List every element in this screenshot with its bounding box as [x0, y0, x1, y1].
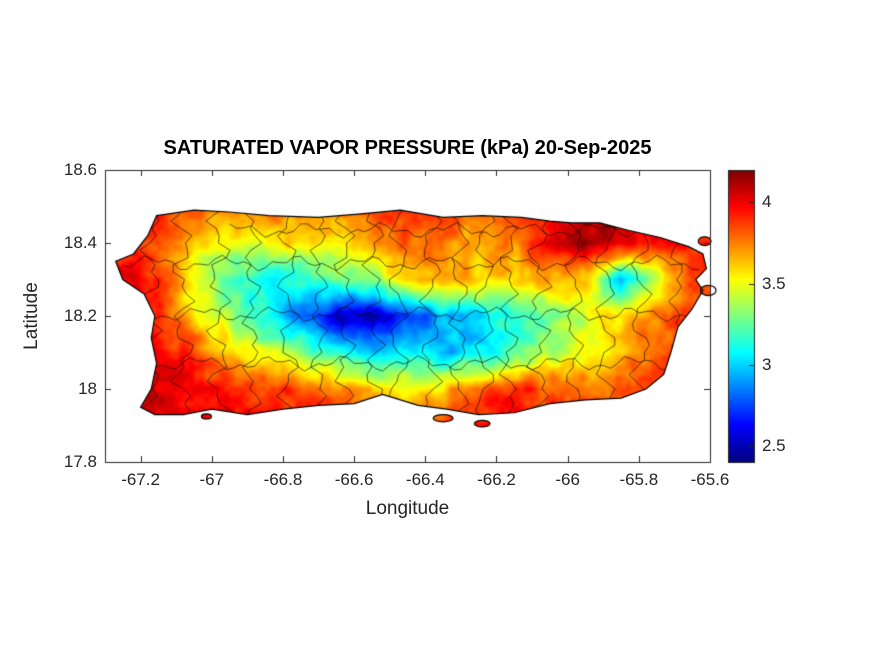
- x-tick-label: -67.2: [121, 470, 160, 489]
- colorbar-tick-label: 3.5: [762, 273, 786, 293]
- y-tick-label: 18.2: [63, 306, 97, 325]
- x-tick-label: -65.8: [619, 470, 659, 489]
- colorbar-tick-label: 4: [762, 192, 772, 212]
- x-tick-label: -66.2: [477, 470, 516, 489]
- x-tick-label: -66.4: [405, 470, 445, 489]
- y-tick-label: 18: [78, 379, 97, 398]
- x-tick-label: -66.6: [334, 470, 374, 489]
- y-tick-label: 18.6: [63, 160, 97, 179]
- colorbar-tick-label: 3: [762, 354, 772, 374]
- x-tick-label: -65.6: [690, 470, 730, 489]
- x-tick-label: -67: [199, 470, 225, 489]
- x-tick-label: -66: [555, 470, 580, 489]
- colorbar-tick-label: 2.5: [762, 435, 786, 455]
- chart-title: SATURATED VAPOR PRESSURE (kPa) 20-Sep-20…: [163, 137, 652, 159]
- x-axis-label: Longitude: [365, 498, 450, 519]
- y-tick-label: 18.4: [63, 233, 97, 252]
- y-tick-label: 17.8: [63, 452, 97, 471]
- x-tick-label: -66.8: [263, 470, 303, 489]
